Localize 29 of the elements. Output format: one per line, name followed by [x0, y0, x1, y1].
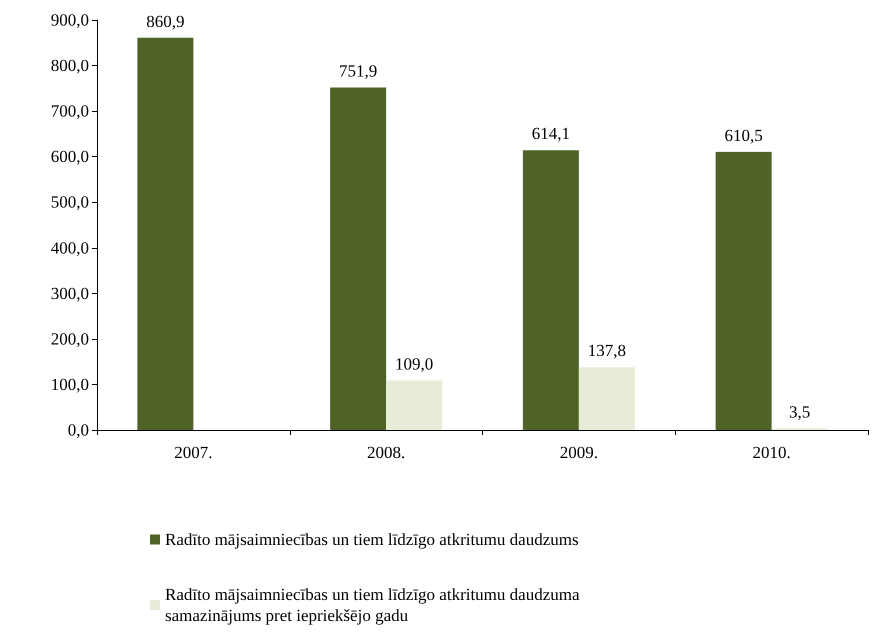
data-label: 610,5 [724, 126, 763, 145]
y-tick-label: 0,0 [68, 420, 89, 440]
y-tick-label: 700,0 [50, 102, 89, 121]
bar [716, 152, 772, 430]
bar [386, 380, 442, 430]
y-tick-label: 100,0 [50, 374, 89, 394]
x-tick-label: 2008. [367, 443, 406, 462]
data-label: 860,9 [146, 12, 184, 31]
x-tick-label: 2010. [752, 443, 791, 462]
bar [330, 87, 386, 430]
bar [137, 38, 194, 430]
y-tick-label: 200,0 [50, 329, 89, 348]
y-tick-label: 300,0 [50, 284, 89, 303]
y-tick-label: 800,0 [50, 56, 89, 76]
y-tick-label: 600,0 [50, 147, 89, 166]
y-tick-label: 900,0 [50, 10, 89, 30]
y-tick-label: 500,0 [50, 192, 89, 212]
legend-label: Radīto mājsaimniecības un tiem līdzīgo atkritumu daudzums [165, 530, 579, 549]
x-tick-label: 2009. [560, 443, 598, 462]
x-tick-label: 2007. [174, 443, 212, 462]
data-label: 751,9 [339, 61, 378, 80]
legend-label: Radīto mājsaimniecības un tiem līdzīgo atkritumu daudzuma samazinājums pret iepriekšējo gadu [165, 585, 584, 625]
data-label: 137,8 [588, 341, 626, 360]
data-label: 614,1 [532, 124, 570, 144]
y-tick-label: 400,0 [50, 238, 89, 258]
bar [578, 367, 635, 430]
bar [522, 150, 579, 430]
data-label: 3,5 [789, 402, 810, 422]
data-label: 109,0 [395, 354, 434, 374]
